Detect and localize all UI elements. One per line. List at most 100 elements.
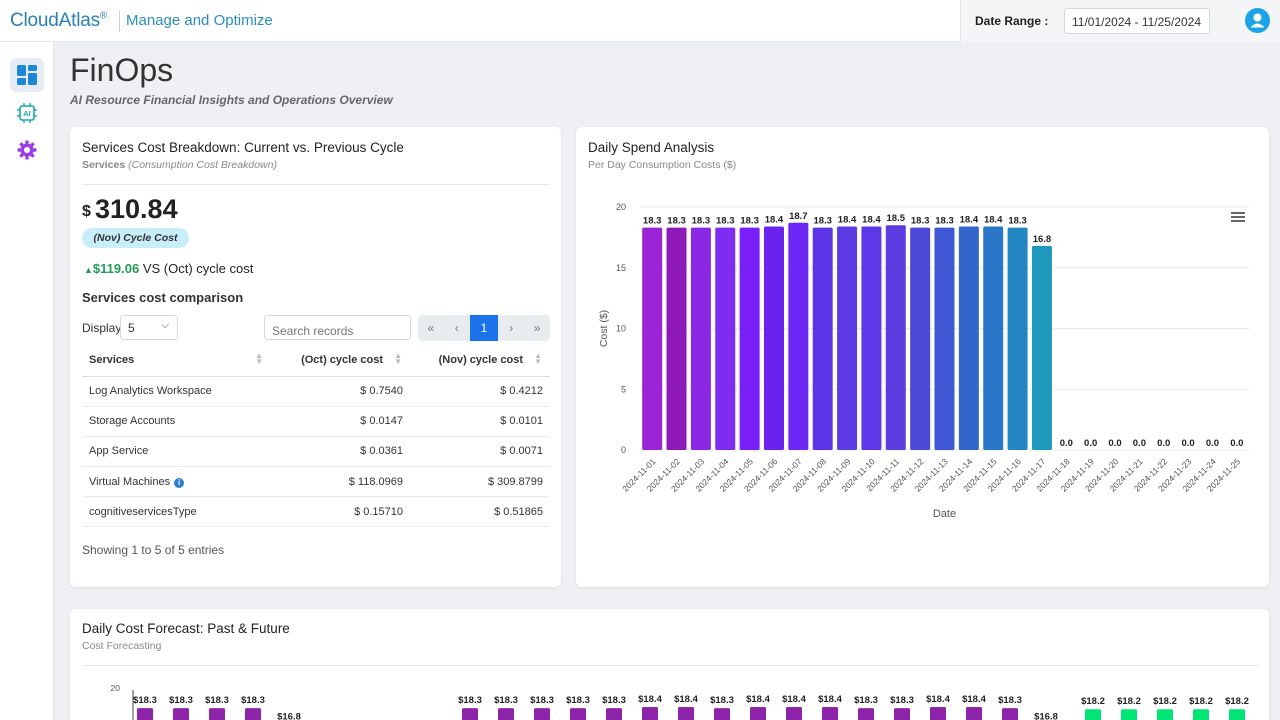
ai-chip-icon: AI <box>17 103 37 123</box>
data-label: $18.3 <box>602 695 626 706</box>
bar <box>1121 709 1137 720</box>
svg-text:AI: AI <box>23 109 31 118</box>
data-label: 18.3 <box>813 216 832 227</box>
services-table: Services ▲ ▼ (Oct) cycle cost ▲ ▼ (Nov) cycl… <box>82 344 550 528</box>
bar <box>910 227 931 450</box>
column-label: Services <box>89 353 135 366</box>
services-card-subtitle-label: Services <box>82 159 126 171</box>
data-label: $18.2 <box>1189 696 1213 707</box>
column-header-nov-cost[interactable]: (Nov) cycle cost ▲ ▼ <box>410 344 550 377</box>
table-row: Storage Accounts $ 0.0147 $ 0.0101 <box>82 406 550 437</box>
bar <box>715 227 736 450</box>
last-page-button[interactable]: » <box>533 321 541 335</box>
chevron-down-icon: ⌵ <box>161 320 169 331</box>
oct-cost: $ 0.0147 <box>271 406 410 437</box>
nov-cost: $ 0.4212 <box>410 376 550 407</box>
brand-name: CloudAtlas <box>10 10 100 31</box>
bar <box>1002 708 1018 720</box>
data-label: 18.3 <box>1008 216 1027 227</box>
nov-cost: $ 0.51865 <box>410 496 550 528</box>
data-label: $18.4 <box>674 694 698 705</box>
data-label: $18.3 <box>133 695 157 706</box>
bar <box>861 226 882 450</box>
bar <box>983 226 1004 450</box>
date-range-input[interactable]: 11/01/2024 - 11/25/2024 <box>1064 8 1210 34</box>
y-tick-label: 10 <box>616 324 626 334</box>
comparison-title: Services cost comparison <box>82 290 244 305</box>
bar <box>137 708 153 720</box>
bar <box>1007 227 1028 450</box>
bar <box>763 226 784 450</box>
forecast-subtitle: Cost Forecasting <box>82 640 162 652</box>
data-label: $18.3 <box>530 695 554 706</box>
forecast-title: Daily Cost Forecast: Past & Future <box>82 621 290 636</box>
sidebar-item-settings[interactable] <box>10 133 44 167</box>
data-label: 0.0 <box>1181 438 1194 449</box>
bar <box>885 225 906 450</box>
oct-cost: $ 0.0361 <box>271 436 410 468</box>
bar <box>642 227 663 450</box>
menu-bar <box>1231 216 1245 218</box>
page-title: FinOps <box>70 52 174 88</box>
sidebar-item-dashboard[interactable] <box>10 58 44 92</box>
bar <box>173 708 189 720</box>
sidebar-item-ai[interactable]: AI <box>10 96 44 130</box>
column-header-oct-cost[interactable]: (Oct) cycle cost ▲ ▼ <box>271 344 410 377</box>
pagination: « ‹ 1 › » <box>418 315 550 341</box>
table-info: Showing 1 to 5 of 5 entries <box>82 543 225 557</box>
data-label: $18.2 <box>1153 696 1177 707</box>
data-label: $18.4 <box>746 694 770 705</box>
bar <box>750 707 766 720</box>
first-page-button[interactable]: « <box>427 321 435 335</box>
page-size-value: 5 <box>128 321 135 335</box>
y-axis-title: Cost ($) <box>598 310 610 347</box>
bar <box>894 708 910 720</box>
delta-amount: $119.06 <box>92 261 140 276</box>
bar <box>934 227 955 450</box>
nov-cost: $ 0.0101 <box>410 406 550 437</box>
settings-gear-icon <box>17 140 37 160</box>
currency-symbol: $ <box>82 203 91 220</box>
bar <box>930 707 946 720</box>
daily-spend-subtitle: Per Day Consumption Costs ($) <box>588 159 737 171</box>
bar <box>690 227 711 450</box>
data-label: $18.3 <box>169 695 193 706</box>
data-label: 18.3 <box>740 216 759 227</box>
page-size-select[interactable]: 5 ⌵ <box>120 315 178 340</box>
data-label: $16.8 <box>277 712 301 720</box>
brand-registered-mark: ® <box>99 10 108 22</box>
chart-menu-button[interactable] <box>1231 212 1245 224</box>
cost-delta: ▲$119.06 VS (Oct) cycle cost <box>84 261 253 276</box>
column-header-services[interactable]: Services ▲ ▼ <box>82 344 271 377</box>
services-card-subtitle-detail: (Consumption Cost Breakdown) <box>128 159 277 171</box>
user-avatar-button[interactable] <box>1245 8 1270 33</box>
data-label: $18.3 <box>854 695 878 706</box>
data-label: 0.0 <box>1157 438 1170 449</box>
brand-logo[interactable]: CloudAtlas® <box>10 10 107 32</box>
bar <box>812 227 833 450</box>
page-1-button[interactable]: 1 <box>469 315 499 341</box>
data-label: $18.3 <box>205 695 229 706</box>
data-label: 0.0 <box>1230 438 1243 449</box>
search-records-input[interactable] <box>264 315 411 340</box>
bar <box>245 708 261 720</box>
bar <box>462 708 478 720</box>
bar <box>822 707 838 720</box>
data-label: 18.3 <box>935 216 954 227</box>
services-card-subtitle: Services (Consumption Cost Breakdown) <box>82 159 277 171</box>
y-tick-label: 20 <box>616 202 626 212</box>
info-icon[interactable]: i <box>174 477 185 488</box>
table-row: cognitiveservicesType $ 0.15710 $ 0.5186… <box>82 496 550 528</box>
next-page-button[interactable]: › <box>509 321 514 335</box>
sort-icon: ▲ ▼ <box>255 351 263 366</box>
oct-cost: $ 0.7540 <box>271 376 410 407</box>
bar <box>642 707 658 720</box>
bar <box>739 227 760 450</box>
daily-spend-title: Daily Spend Analysis <box>588 140 715 155</box>
display-label: Display <box>82 321 122 335</box>
service-name: Virtual Machines <box>89 475 171 488</box>
bar <box>570 708 586 720</box>
dashboard-icon <box>17 65 37 85</box>
data-label: $18.4 <box>638 694 662 705</box>
prev-page-button[interactable]: ‹ <box>454 321 459 335</box>
